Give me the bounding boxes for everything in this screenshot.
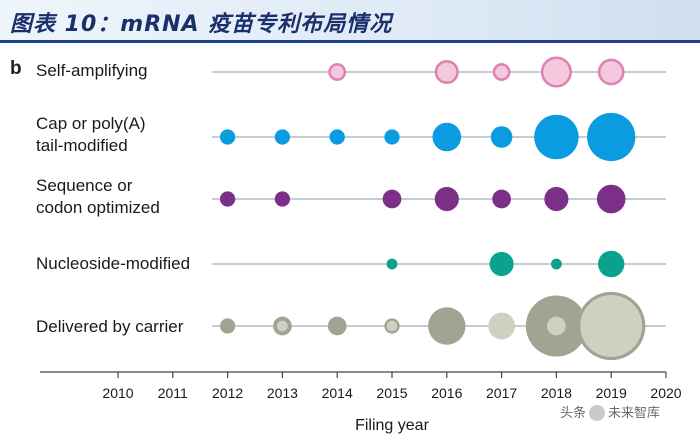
x-tick-label: 2018	[541, 385, 572, 401]
panel-label: b	[10, 58, 22, 79]
bubble-carrier-inner-2019	[580, 294, 643, 358]
bubble-sequence-2015	[382, 189, 402, 209]
row-label-line: Nucleoside-modified	[36, 254, 191, 273]
row-label-carrier: Delivered by carrier	[36, 316, 216, 338]
bubble-carrier-2012	[219, 318, 236, 334]
x-tick-label: 2017	[486, 385, 517, 401]
figure-title: 图表 10：mRNA 疫苗专利布局情况	[10, 12, 393, 37]
row-label-self-amplifying: Self-amplifying	[36, 60, 216, 82]
bubble-carrier-2014	[327, 316, 347, 336]
bubble-sequence-2017	[492, 189, 511, 209]
title-bar: 图表 10：mRNA 疫苗专利布局情况	[0, 0, 700, 40]
bubble-self-amplifying-2016	[434, 59, 459, 85]
bubble-nucleoside-2019	[597, 250, 625, 278]
bubble-self-amplifying-2018	[540, 56, 572, 88]
x-tick-label: 2015	[376, 385, 407, 401]
bubble-cap_polya-2017	[490, 126, 513, 148]
watermark-right-text: 未来智库	[608, 406, 661, 421]
x-tick-label: 2016	[431, 385, 462, 401]
row-label-line: Delivered by carrier	[36, 317, 184, 336]
wechat-logo-icon	[589, 404, 606, 421]
bubble-carrier-2016	[428, 307, 466, 345]
bubble-cap_polya-2014	[329, 129, 345, 145]
x-tick-label: 2010	[102, 385, 133, 401]
row-label-line: tail-modified	[36, 136, 128, 155]
bubble-cap_polya-2018	[534, 114, 579, 160]
bubble-carrier-inner-2013	[277, 320, 288, 332]
bubble-carrier-inner-2018	[547, 316, 566, 336]
x-tick-label: 2013	[267, 385, 298, 401]
bubble-carrier-inner-2017	[488, 312, 515, 340]
bubble-nucleoside-2018	[551, 258, 562, 270]
bubble-carrier-inner-2015	[386, 320, 398, 332]
row-label-nucleoside: Nucleoside-modified	[36, 253, 216, 275]
bubble-cap_polya-2016	[432, 122, 462, 152]
bubble-sequence-2018	[544, 186, 569, 212]
bubble-sequence-2013	[274, 191, 291, 207]
row-label-line: Sequence or	[36, 176, 133, 195]
row-label-cap-polya: Cap or poly(A) tail-modified	[36, 113, 216, 157]
x-tick-label: 2011	[158, 385, 188, 401]
x-tick-label: 2014	[322, 385, 353, 401]
bubble-nucleoside-2017	[489, 251, 514, 277]
watermark: 头条 未来智库	[560, 402, 660, 422]
bubble-self-amplifying-2017	[492, 63, 511, 81]
bubble-cap_polya-2012	[219, 129, 236, 145]
x-tick-label: 2019	[596, 385, 627, 401]
bubble-nucleoside-2015	[386, 258, 398, 270]
x-tick-label: 2020	[650, 385, 681, 401]
watermark-left-text: 头条	[560, 406, 587, 421]
row-label-sequence: Sequence or codon optimized	[36, 175, 216, 219]
x-axis-title: Filing year	[355, 417, 429, 434]
x-tick-label: 2012	[212, 385, 243, 401]
title-underline	[0, 40, 700, 43]
row-label-line: Self-amplifying	[36, 61, 148, 80]
bubble-self-amplifying-2014	[328, 63, 347, 81]
bubble-cap_polya-2015	[384, 129, 400, 145]
bubble-sequence-2016	[434, 186, 459, 212]
row-label-line: codon optimized	[36, 198, 160, 217]
bubble-cap_polya-2013	[274, 129, 291, 145]
row-label-line: Cap or poly(A)	[36, 114, 146, 133]
bubble-sequence-2012	[219, 191, 236, 207]
bubble-cap_polya-2019	[587, 112, 636, 162]
bubble-sequence-2019	[596, 184, 626, 214]
bubble-self-amplifying-2019	[597, 58, 625, 86]
